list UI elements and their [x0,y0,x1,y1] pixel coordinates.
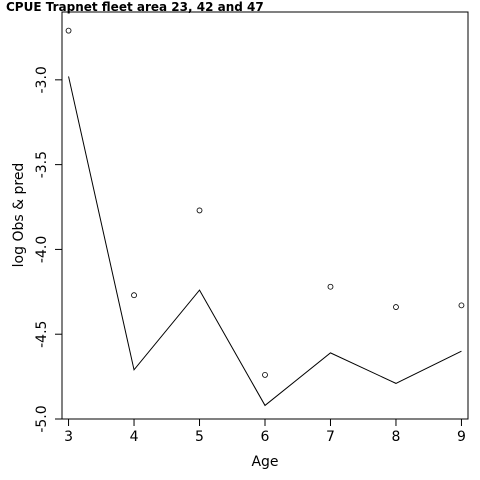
y-axis: -5.0 -4.5 -4.0 -3.5 -3.0 [34,66,62,433]
observed-point [327,283,334,290]
y-tick-label: -4.0 [34,236,50,263]
observed-point [65,27,72,34]
y-tick-label: -3.0 [34,66,50,93]
y-tick-label: -5.0 [34,405,50,432]
y-tick-label: -4.5 [34,321,50,348]
series-layer [65,27,465,407]
x-tick-label: 7 [326,429,335,445]
x-tick-label: 4 [130,429,139,445]
x-tick-label: 3 [64,429,73,445]
predicted-line [68,76,462,407]
x-axis-label: Age [251,454,278,470]
x-axis: 3 4 5 6 7 8 9 [64,419,466,445]
x-tick-label: 9 [457,429,466,445]
observed-point [131,292,137,299]
x-tick-label: 8 [392,429,401,445]
observed-point [262,372,268,378]
y-tick-label: -3.5 [34,151,50,178]
y-axis-label: log Obs & pred [11,163,27,268]
x-tick-label: 5 [195,429,204,445]
observed-point [393,304,399,310]
chart-title: CPUE Trapnet fleet area 23, 42 and 47 [6,0,264,14]
observed-point [196,207,203,214]
plot-frame [61,11,469,420]
x-tick-label: 6 [261,429,270,445]
observed-point [458,302,465,309]
